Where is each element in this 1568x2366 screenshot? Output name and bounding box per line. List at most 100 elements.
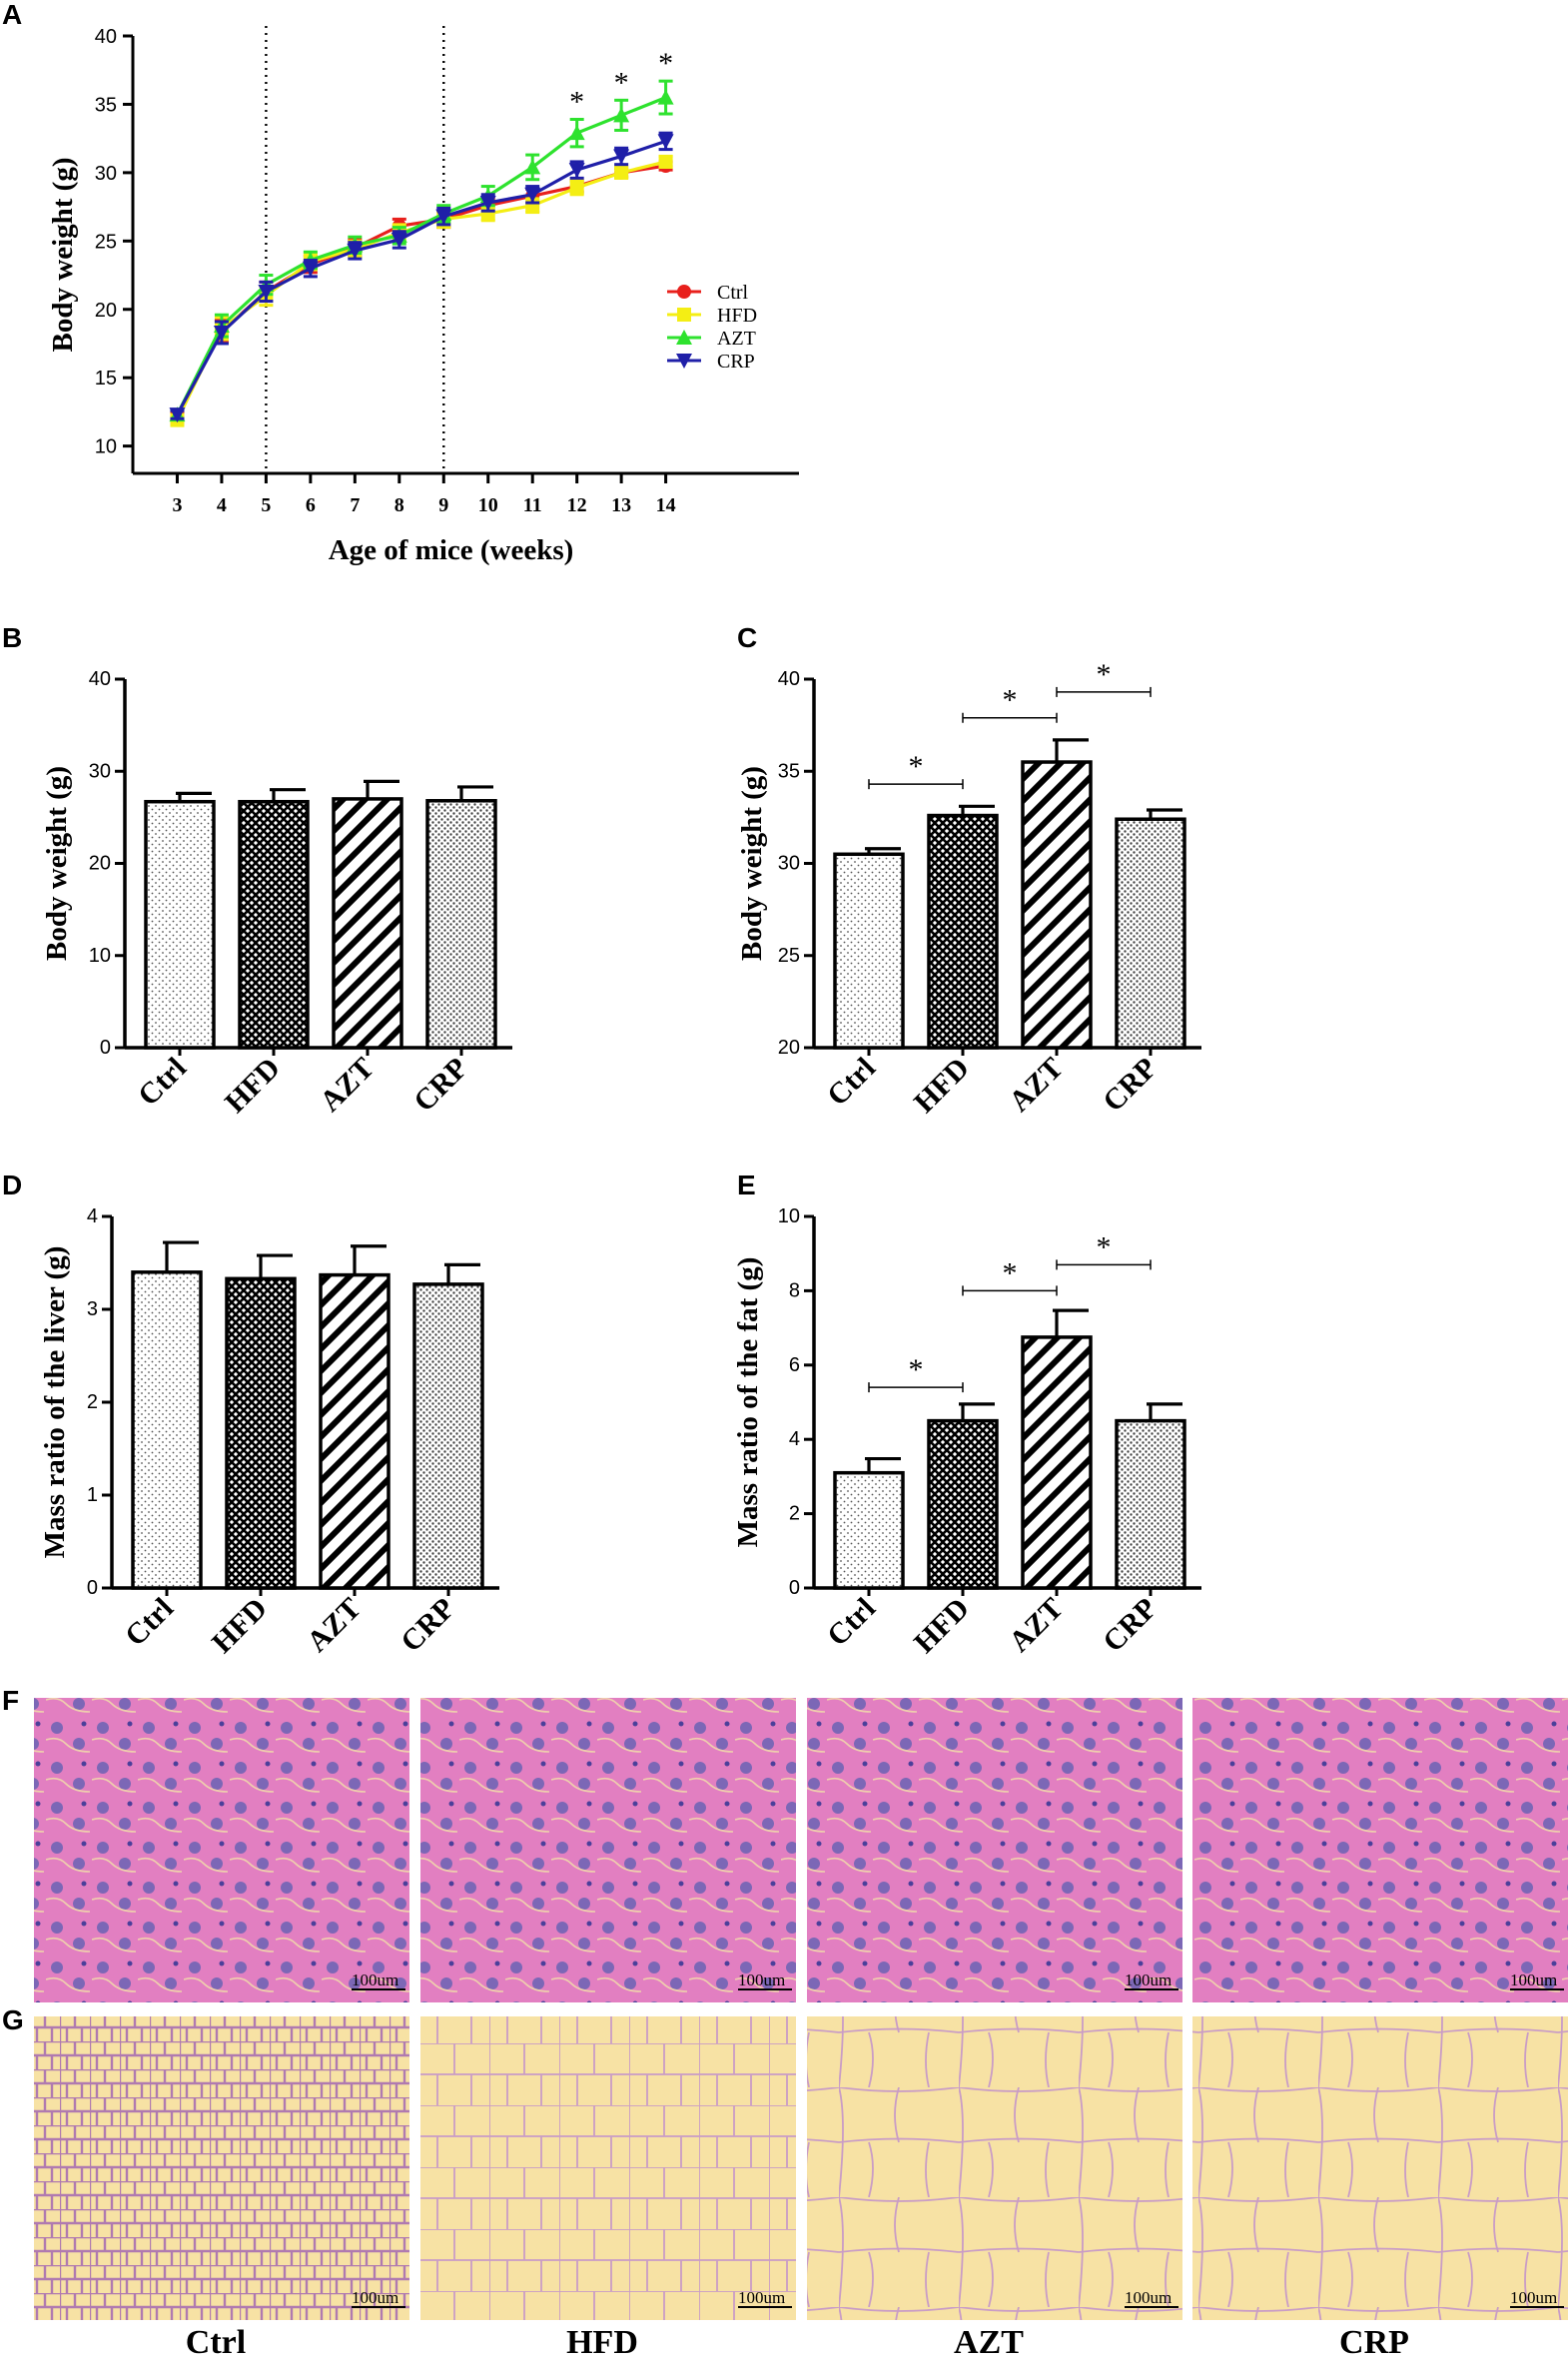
x-tick-label: AZT (1003, 1052, 1070, 1119)
data-point (614, 165, 629, 180)
x-tick-label: Ctrl (119, 1592, 180, 1653)
y-tick-label: 20 (95, 300, 117, 322)
liver-micrograph-hfd (420, 1698, 796, 2002)
y-tick-label: 6 (789, 1354, 800, 1376)
y-tick-label: 40 (89, 668, 111, 690)
scale-bar-label: 100um (1510, 1971, 1557, 1989)
x-tick-label: 14 (656, 494, 676, 516)
x-tick-label: CRP (394, 1592, 461, 1659)
panel-label-g: G (2, 2004, 24, 2035)
panel-label-e: E (737, 1170, 756, 1200)
x-tick-label: 8 (394, 494, 404, 516)
significance-star: * (1003, 1256, 1018, 1289)
x-tick-label: Ctrl (132, 1052, 193, 1113)
y-tick-label: 30 (95, 163, 117, 185)
legend-marker (676, 354, 692, 369)
significance-star: * (658, 47, 673, 80)
data-point (569, 180, 584, 195)
data-point (613, 149, 630, 165)
bar-chart-body-weight-b: 0 10 20 30 40 Body weight (g) Ctrl HFD AZT CRP (41, 668, 512, 1120)
series-line (176, 139, 667, 415)
bar-azt (1021, 760, 1093, 1050)
y-tick-label: 15 (95, 368, 117, 390)
series-ctrl (170, 159, 673, 423)
x-tick-label: HFD (206, 1592, 274, 1660)
series-hfd (170, 154, 673, 427)
panel-label-f: F (2, 1685, 19, 1716)
x-tick-label: HFD (908, 1052, 976, 1120)
series-azt (169, 79, 674, 422)
y-tick-label: 40 (778, 668, 800, 690)
liver-micrograph-crp (1192, 1698, 1568, 2002)
x-tick-label: 11 (523, 494, 542, 516)
y-tick-label: 4 (789, 1428, 800, 1450)
y-tick-label: 35 (95, 94, 117, 116)
series-line (176, 96, 667, 415)
y-tick-label: 2 (87, 1391, 98, 1413)
fat-micrograph-ctrl (34, 2016, 409, 2320)
x-tick-label: 10 (478, 494, 498, 516)
x-tick-label: 5 (261, 494, 271, 516)
data-point (524, 187, 541, 203)
data-point (568, 125, 585, 141)
y-tick-label: 25 (778, 945, 800, 967)
liver-micrographs: 100um 100um 100um 100um (34, 1698, 1568, 2002)
bar-azt (319, 1272, 391, 1590)
bar-hfd (225, 1276, 297, 1590)
y-tick-label: 25 (95, 231, 117, 253)
x-tick-label: 4 (217, 494, 227, 516)
fat-micrograph-crp (1192, 2016, 1568, 2320)
bar-ctrl (833, 1470, 905, 1590)
bar-crp (425, 799, 497, 1050)
panel-label-a: A (2, 0, 22, 30)
legend-label: HFD (717, 305, 757, 327)
x-tick-label: AZT (301, 1592, 368, 1659)
y-tick-label: 3 (87, 1298, 98, 1320)
y-tick-label: 10 (95, 436, 117, 458)
data-point (524, 159, 541, 175)
significance-star: * (909, 750, 924, 783)
x-tick-label: HFD (219, 1052, 287, 1120)
line-chart-body-weight: 10 15 20 25 30 35 40 3 4 5 6 7 8 9 10 11 12 13 14 Age of mi… (47, 26, 799, 566)
significance-star: * (1097, 658, 1112, 691)
scale-bar-label: 100um (1125, 2288, 1172, 2307)
x-tick-label: 9 (438, 494, 448, 516)
data-point (613, 107, 630, 123)
y-tick-label: 0 (100, 1037, 111, 1059)
y-tick-label: 20 (778, 1037, 800, 1059)
data-point (213, 326, 230, 342)
fat-micrographs: 100um 100um 100um 100um (34, 2016, 1568, 2320)
bar-azt (1021, 1335, 1093, 1590)
x-tick-label: 6 (306, 494, 316, 516)
y-tick-label: 0 (789, 1577, 800, 1599)
panel-label-b: B (2, 622, 22, 653)
data-point (258, 284, 275, 300)
legend-marker (677, 308, 691, 322)
data-point (302, 261, 319, 277)
micrograph-group-label: Ctrl (186, 2324, 246, 2361)
x-tick-label: CRP (1097, 1052, 1164, 1119)
x-tick-label: 3 (172, 494, 182, 516)
micrograph-group-labels: Ctrl HFD AZT CRP (186, 2324, 1409, 2361)
data-point (568, 163, 585, 179)
bar-ctrl (833, 852, 905, 1050)
y-tick-label: 1 (87, 1484, 98, 1506)
data-point (435, 209, 452, 225)
significance-star: * (1003, 684, 1018, 717)
x-tick-label: 7 (350, 494, 360, 516)
legend-label: Ctrl (717, 282, 749, 304)
data-point (347, 243, 364, 259)
liver-micrograph-ctrl (34, 1698, 409, 2002)
scale-bar-label: 100um (1125, 1971, 1172, 1989)
x-tick-label: Ctrl (821, 1052, 882, 1113)
scale-bar-label: 100um (352, 2288, 398, 2307)
bar-hfd (238, 799, 310, 1050)
y-tick-label: 10 (89, 945, 111, 967)
data-point (658, 154, 673, 169)
bar-crp (1115, 817, 1186, 1050)
bar-chart-liver-ratio: 0 1 2 3 4 Mass ratio of the liver (g) Ctrl HFD A… (39, 1205, 499, 1660)
bar-crp (412, 1282, 484, 1590)
significance-star: * (1097, 1230, 1112, 1263)
fat-micrograph-azt (807, 2016, 1182, 2320)
